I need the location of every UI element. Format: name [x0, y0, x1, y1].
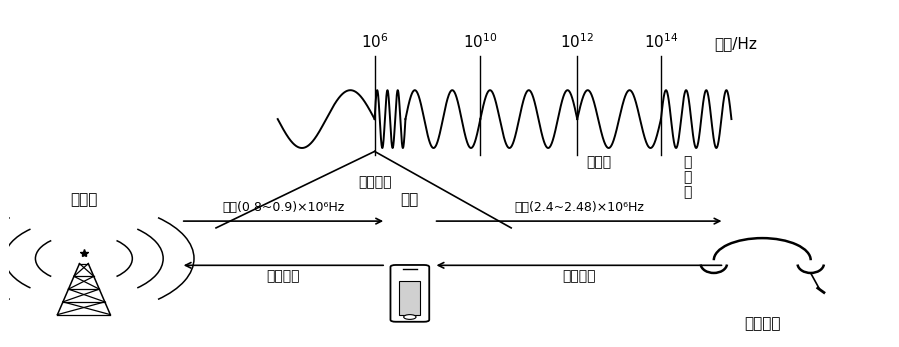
Text: 频率(2.4~2.48)×10⁶Hz: 频率(2.4~2.48)×10⁶Hz — [514, 201, 644, 214]
Text: 蓝牙耳机: 蓝牙耳机 — [744, 316, 780, 331]
Text: 频率/Hz: 频率/Hz — [714, 36, 757, 51]
Circle shape — [404, 315, 416, 319]
Text: 无线电波: 无线电波 — [358, 175, 391, 189]
Text: 蓝牙通信: 蓝牙通信 — [562, 269, 596, 283]
Text: 可
见
光: 可 见 光 — [683, 155, 691, 199]
Text: 手机通信: 手机通信 — [267, 269, 300, 283]
Bar — [399, 281, 421, 315]
Text: $10^{12}$: $10^{12}$ — [560, 32, 594, 51]
Text: $10^{6}$: $10^{6}$ — [360, 32, 388, 51]
Text: 手机: 手机 — [401, 193, 419, 208]
Text: 频率(0.8~0.9)×10⁶Hz: 频率(0.8~0.9)×10⁶Hz — [222, 201, 344, 214]
Text: 红外线: 红外线 — [587, 155, 612, 169]
Text: 基地台: 基地台 — [70, 193, 98, 208]
Text: $10^{14}$: $10^{14}$ — [644, 32, 678, 51]
Text: $10^{10}$: $10^{10}$ — [463, 32, 497, 51]
FancyBboxPatch shape — [390, 265, 429, 322]
